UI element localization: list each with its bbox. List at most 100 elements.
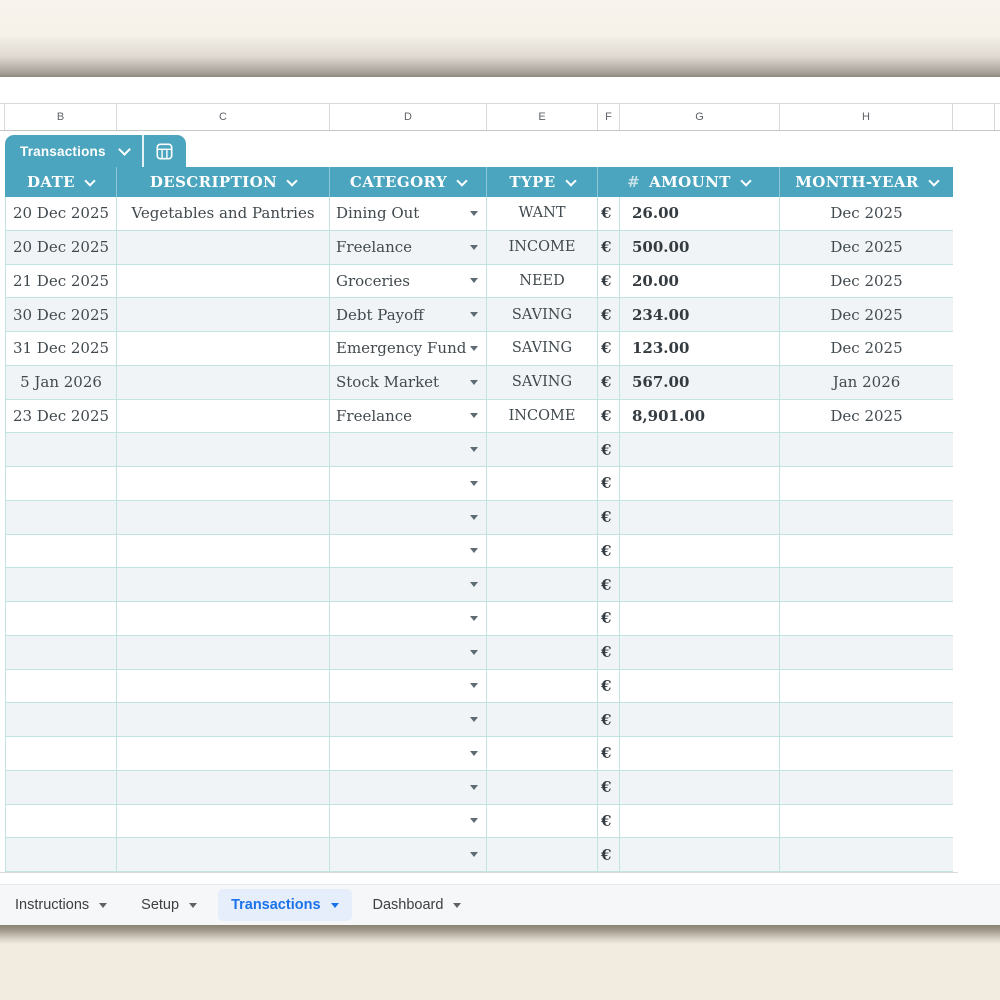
cell-description[interactable] [117, 230, 330, 264]
cell-date[interactable] [6, 534, 117, 568]
cell-month-year[interactable]: Dec 2025 [780, 298, 953, 331]
header-category[interactable]: CATEGORY [330, 167, 487, 197]
cell-date[interactable]: 31 Dec 2025 [6, 332, 117, 365]
header-date[interactable]: DATE [5, 167, 117, 197]
cell-type[interactable] [487, 635, 598, 669]
cell-date[interactable]: 20 Dec 2025 [6, 197, 117, 230]
cell-date[interactable]: 30 Dec 2025 [6, 298, 117, 331]
dropdown-arrow-icon[interactable] [470, 683, 478, 689]
cell-category[interactable] [330, 804, 487, 838]
cell-type[interactable]: SAVING [487, 365, 598, 399]
cell-month-year[interactable]: Dec 2025 [780, 400, 953, 433]
cell-category[interactable] [330, 433, 487, 466]
cell-type[interactable] [487, 602, 598, 635]
cell-description[interactable] [117, 467, 330, 500]
cell-amount[interactable] [620, 568, 780, 601]
dropdown-arrow-icon[interactable] [470, 615, 478, 621]
cell-description[interactable] [117, 264, 330, 298]
cell-currency[interactable]: € [598, 500, 620, 534]
cell-amount[interactable] [620, 602, 780, 635]
cell-month-year[interactable] [780, 568, 953, 601]
dropdown-arrow-icon[interactable] [470, 852, 478, 858]
sheet-tab-transactions[interactable]: Transactions [218, 889, 352, 921]
cell-currency[interactable]: € [598, 332, 620, 365]
cell-currency[interactable]: € [598, 230, 620, 264]
cell-type[interactable] [487, 737, 598, 770]
cell-currency[interactable]: € [598, 264, 620, 298]
cell-description[interactable] [117, 838, 330, 871]
dropdown-arrow-icon[interactable] [470, 784, 478, 790]
table-range-chip[interactable]: Transactions [5, 135, 186, 167]
cell-type[interactable]: SAVING [487, 298, 598, 331]
dropdown-arrow-icon[interactable] [470, 649, 478, 655]
cell-category[interactable]: Stock Market [330, 365, 487, 399]
cell-date[interactable]: 20 Dec 2025 [6, 230, 117, 264]
sheet-tab-instructions[interactable]: Instructions [2, 889, 120, 921]
cell-amount[interactable]: 26.00 [620, 197, 780, 230]
cell-description[interactable] [117, 332, 330, 365]
cell-description[interactable] [117, 669, 330, 703]
cell-month-year[interactable] [780, 703, 953, 736]
cell-description[interactable] [117, 534, 330, 568]
dropdown-arrow-icon[interactable] [470, 717, 478, 723]
cell-month-year[interactable]: Dec 2025 [780, 197, 953, 230]
sheet-tab-setup[interactable]: Setup [128, 889, 210, 921]
dropdown-arrow-icon[interactable] [470, 480, 478, 486]
cell-month-year[interactable] [780, 467, 953, 500]
dropdown-arrow-icon[interactable] [470, 278, 478, 284]
cell-amount[interactable] [620, 804, 780, 838]
cell-date[interactable] [6, 737, 117, 770]
cell-currency[interactable]: € [598, 703, 620, 736]
cell-type[interactable] [487, 467, 598, 500]
dropdown-arrow-icon[interactable] [470, 582, 478, 588]
cell-amount[interactable]: 8,901.00 [620, 399, 780, 433]
cell-month-year[interactable] [780, 636, 953, 669]
table-grid-icon[interactable] [144, 142, 186, 160]
cell-description[interactable] [117, 770, 330, 804]
cell-amount[interactable] [620, 433, 780, 466]
cell-date[interactable] [6, 770, 117, 804]
cell-date[interactable] [6, 433, 117, 466]
cell-date[interactable]: 5 Jan 2026 [6, 365, 117, 399]
cell-category[interactable]: Freelance [330, 399, 487, 433]
dropdown-arrow-icon[interactable] [470, 548, 478, 554]
chevron-down-icon[interactable] [84, 174, 96, 187]
dropdown-arrow-icon[interactable] [470, 818, 478, 824]
cell-category[interactable]: Freelance [330, 230, 487, 264]
cell-amount[interactable] [620, 669, 780, 703]
cell-description[interactable] [117, 635, 330, 669]
cell-month-year[interactable]: Jan 2026 [780, 366, 953, 399]
chevron-down-icon[interactable] [117, 142, 131, 156]
cell-type[interactable]: INCOME [487, 399, 598, 433]
cell-date[interactable] [6, 500, 117, 534]
cell-amount[interactable] [620, 770, 780, 804]
cell-category[interactable] [330, 568, 487, 601]
cell-currency[interactable]: € [598, 399, 620, 433]
cell-amount[interactable]: 567.00 [620, 365, 780, 399]
cell-date[interactable] [6, 838, 117, 871]
cell-description[interactable] [117, 804, 330, 838]
cell-month-year[interactable] [780, 535, 953, 568]
cell-description[interactable]: Vegetables and Pantries [117, 197, 330, 230]
cell-category[interactable] [330, 500, 487, 534]
cell-currency[interactable]: € [598, 534, 620, 568]
cell-category[interactable] [330, 703, 487, 736]
cell-currency[interactable]: € [598, 433, 620, 466]
column-letter-D[interactable]: D [330, 104, 487, 130]
caret-down-icon[interactable] [330, 902, 339, 908]
cell-type[interactable] [487, 534, 598, 568]
cell-type[interactable] [487, 770, 598, 804]
cell-description[interactable] [117, 365, 330, 399]
cell-currency[interactable]: € [598, 770, 620, 804]
caret-down-icon[interactable] [189, 902, 198, 908]
dropdown-arrow-icon[interactable] [470, 312, 478, 318]
cell-date[interactable]: 23 Dec 2025 [6, 399, 117, 433]
cell-amount[interactable] [620, 500, 780, 534]
chevron-down-icon[interactable] [564, 174, 577, 187]
dropdown-arrow-icon[interactable] [470, 345, 478, 351]
cell-type[interactable]: NEED [487, 264, 598, 298]
column-letter-C[interactable]: C [117, 104, 330, 130]
cell-description[interactable] [117, 433, 330, 466]
cell-date[interactable] [6, 635, 117, 669]
cell-month-year[interactable] [780, 737, 953, 770]
